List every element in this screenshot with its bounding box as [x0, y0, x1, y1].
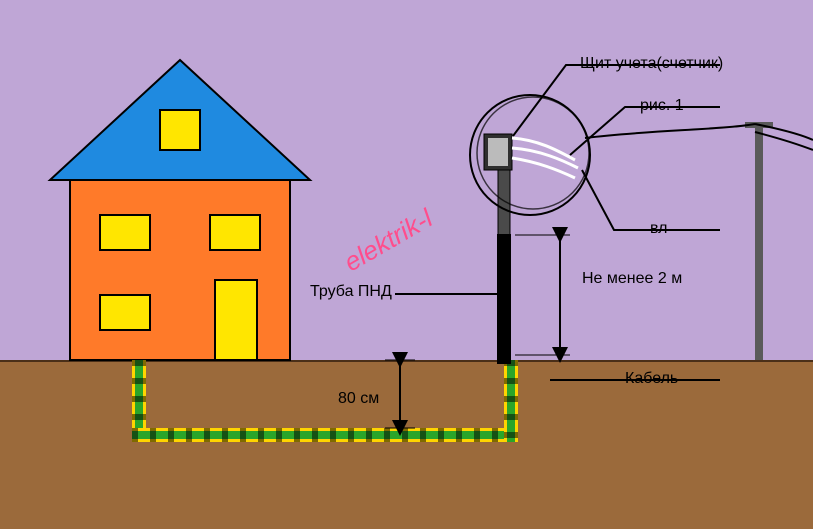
diagram-svg	[0, 0, 813, 529]
label-cable: Кабель	[625, 370, 678, 388]
label-depth: 80 см	[338, 390, 379, 408]
diagram-canvas: Щит учета(счетчик) рис. 1 вл Не менее 2 …	[0, 0, 813, 529]
label-vl: вл	[650, 220, 667, 238]
label-meter: Щит учета(счетчик)	[580, 55, 723, 73]
label-fig: рис. 1	[640, 97, 684, 115]
label-height: Не менее 2 м	[582, 270, 682, 288]
label-pipe: Труба ПНД	[310, 283, 392, 301]
